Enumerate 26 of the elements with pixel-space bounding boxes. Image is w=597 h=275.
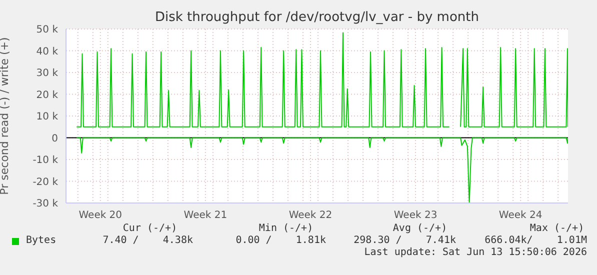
y-tick-label: -10 k — [32, 155, 58, 166]
text: 666.04k/ 1.01M — [484, 235, 587, 247]
text: 298.30 / 7.41k — [354, 235, 456, 247]
text: Cur (-/+) — [122, 223, 178, 235]
y-tick-label: -30 k — [32, 198, 58, 210]
x-tick-label: Week 23 — [394, 210, 438, 222]
x-tick-label: Week 21 — [184, 210, 228, 222]
text: 7.40 / 4.38k — [102, 235, 193, 247]
y-tick-label: -20 k — [32, 176, 58, 188]
text: Avg (-/+) — [392, 223, 448, 235]
legend-label: Bytes — [26, 235, 56, 247]
y-tick-label: 30 k — [36, 68, 58, 80]
y-tick-label: 40 k — [36, 46, 58, 58]
x-tick-label: Week 24 — [498, 210, 542, 222]
x-tick-label: Week 20 — [78, 210, 122, 222]
x-tick-label: Week 22 — [288, 210, 332, 222]
text: Min (-/+) — [258, 223, 314, 235]
y-tick-label: 0 — [52, 133, 58, 144]
y-tick-label: 50 k — [36, 24, 58, 36]
y-tick-label: 10 k — [36, 112, 58, 123]
y-axis-title: Pr second read (-) / write (+) — [0, 37, 11, 195]
text: Last update: Sat Jun 13 15:50:06 2026 — [364, 247, 587, 259]
y-tick-label: 20 k — [36, 90, 58, 101]
text: 0.00 / 1.81k — [236, 235, 326, 247]
chart-title: Disk throughput for /dev/rootvg/lv_var - by month — [154, 10, 480, 25]
text: Max (-/+) — [530, 223, 584, 235]
